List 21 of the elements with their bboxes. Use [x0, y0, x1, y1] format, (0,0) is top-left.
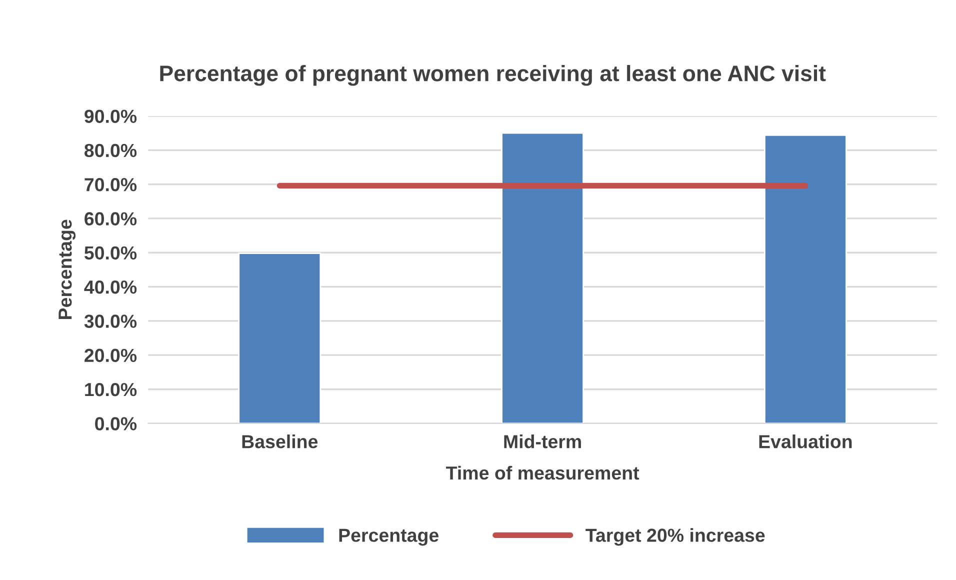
- y-tick-label: 90.0%: [84, 110, 137, 123]
- x-tick-label: Mid-term: [504, 434, 581, 448]
- bar: [501, 132, 584, 424]
- y-tick-label: 40.0%: [84, 280, 137, 294]
- bar: [238, 252, 322, 424]
- y-tick-label: 30.0%: [84, 314, 137, 328]
- y-tick-label: 10.0%: [85, 382, 137, 396]
- legend-label: Percentage: [339, 528, 438, 546]
- y-tick-label: 20.0%: [84, 348, 137, 362]
- x-tick-label: Baseline: [242, 434, 318, 448]
- x-axis-title: Time of measurement: [446, 466, 640, 480]
- x-tick-label: Evaluation: [759, 434, 852, 448]
- y-axis-title: Percentage: [58, 220, 76, 319]
- y-tick-label: 80.0%: [84, 144, 137, 158]
- bar: [764, 134, 847, 424]
- chart-title: Percentage of pregnant women receiving at least one ANC visit: [160, 64, 826, 86]
- y-tick-label: 50.0%: [84, 246, 137, 260]
- legend-label: Target 20% increase: [586, 528, 765, 546]
- y-tick-label: 0.0%: [95, 417, 137, 430]
- y-tick-label: 60.0%: [84, 212, 137, 226]
- y-tick-label: 70.0%: [84, 178, 137, 192]
